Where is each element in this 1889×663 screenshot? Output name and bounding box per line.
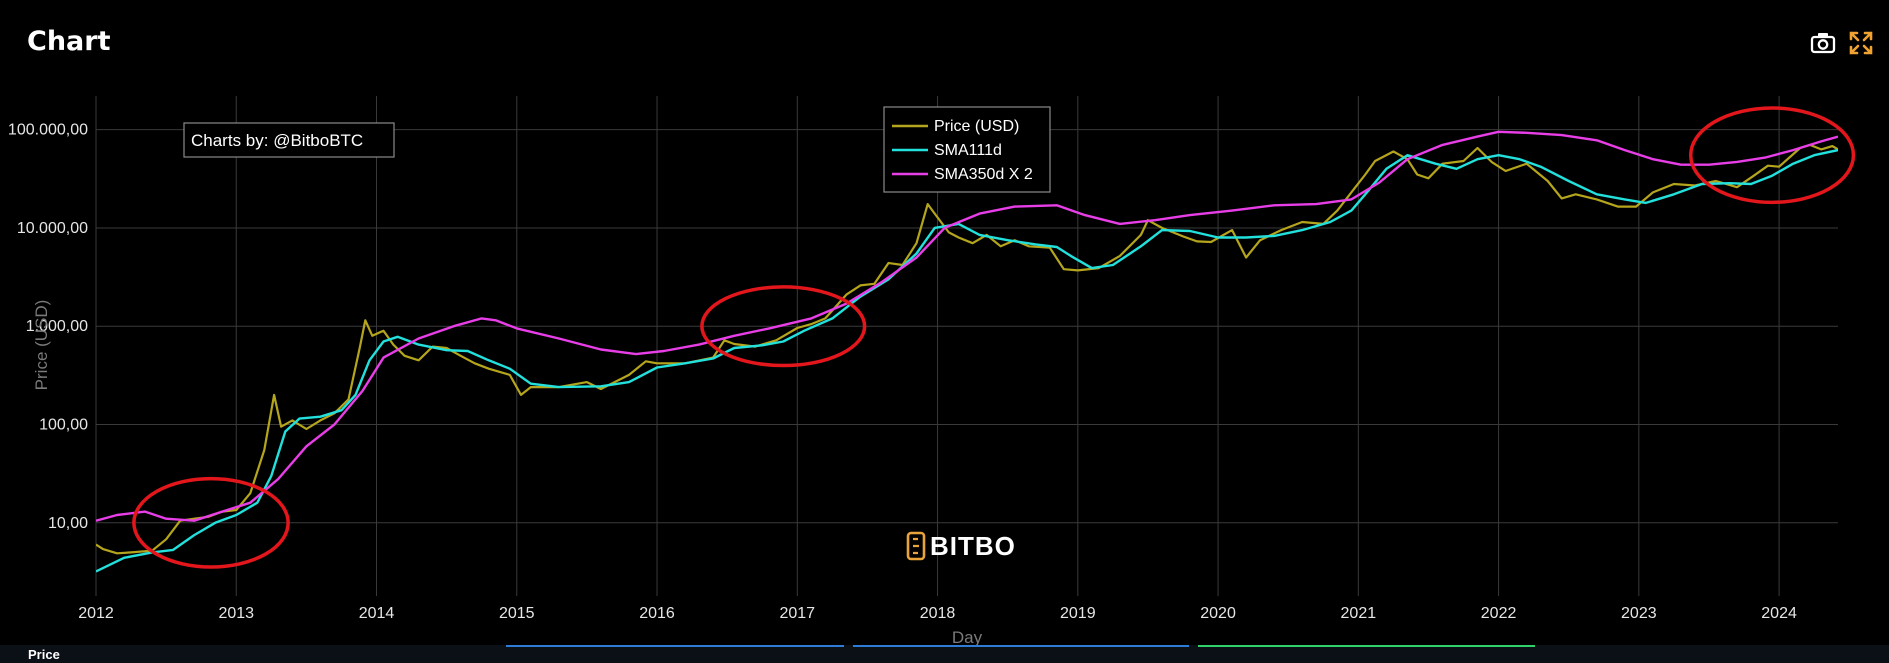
x-tick-label: 2018 <box>920 605 956 622</box>
x-tick-label: 2024 <box>1761 605 1797 622</box>
x-tick-label: 2015 <box>499 605 535 622</box>
annotation-ellipses <box>132 106 1856 569</box>
credit-box: Charts by: @BitboBTC <box>183 122 395 158</box>
y-axis-ticks: 10,00 100,00 1.000,00 10.000,00 100.000,00 <box>8 122 88 532</box>
legend-label: Price (USD) <box>934 118 1019 135</box>
annotation-ellipse <box>132 476 290 569</box>
chart-header: Chart <box>0 0 1889 80</box>
legend: Price (USD) SMA111d SMA350d X 2 <box>883 106 1051 193</box>
y-tick-label: 100.000,00 <box>8 122 88 139</box>
footer-bar: Price <box>0 645 1889 663</box>
fullscreen-icon[interactable] <box>1846 28 1876 58</box>
camera-icon[interactable] <box>1808 28 1838 58</box>
annotation-ellipse <box>1688 106 1856 205</box>
x-tick-label: 2014 <box>359 605 395 622</box>
x-tick-label: 2022 <box>1481 605 1517 622</box>
x-tick-label: 2017 <box>779 605 815 622</box>
x-tick-label: 2019 <box>1060 605 1096 622</box>
y-tick-label: 100,00 <box>39 417 88 434</box>
x-axis-label: Day <box>952 628 983 645</box>
price-chart[interactable]: 10,00 100,00 1.000,00 10.000,00 100.000,00 2… <box>0 0 1889 645</box>
x-tick-label: 2012 <box>78 605 114 622</box>
y-axis-label: Price (USD) <box>32 300 51 391</box>
footer-accent-1 <box>506 645 844 647</box>
x-tick-label: 2013 <box>218 605 254 622</box>
bitbo-logo-text: BITBO <box>930 531 1016 561</box>
bitbo-logo-icon <box>906 531 926 561</box>
x-tick-label: 2020 <box>1200 605 1236 622</box>
annotation-ellipse <box>700 285 867 368</box>
x-axis-ticks: 2012 2013 2014 2015 2016 2017 2018 2019 2020 2021… <box>78 605 1797 622</box>
series-line-0 <box>96 143 1838 555</box>
y-tick-label: 1.000,00 <box>26 318 88 335</box>
legend-label: SMA111d <box>934 142 1002 159</box>
y-tick-label: 10,00 <box>48 515 88 532</box>
tab-price[interactable]: Price <box>28 647 60 662</box>
x-tick-label: 2016 <box>639 605 675 622</box>
footer-accent-2 <box>853 645 1189 647</box>
x-tick-label: 2023 <box>1621 605 1657 622</box>
bitbo-logo: BITBO <box>906 531 1016 561</box>
credit-text: Charts by: @BitboBTC <box>191 131 363 150</box>
footer-accent-3 <box>1198 645 1535 647</box>
chart-series <box>96 130 1838 573</box>
series-line-2 <box>96 130 1838 522</box>
chart-grid <box>95 96 1838 596</box>
page-title: Chart <box>27 26 111 57</box>
y-tick-label: 10.000,00 <box>17 220 88 237</box>
x-tick-label: 2021 <box>1341 605 1377 622</box>
legend-label: SMA350d X 2 <box>934 166 1033 183</box>
